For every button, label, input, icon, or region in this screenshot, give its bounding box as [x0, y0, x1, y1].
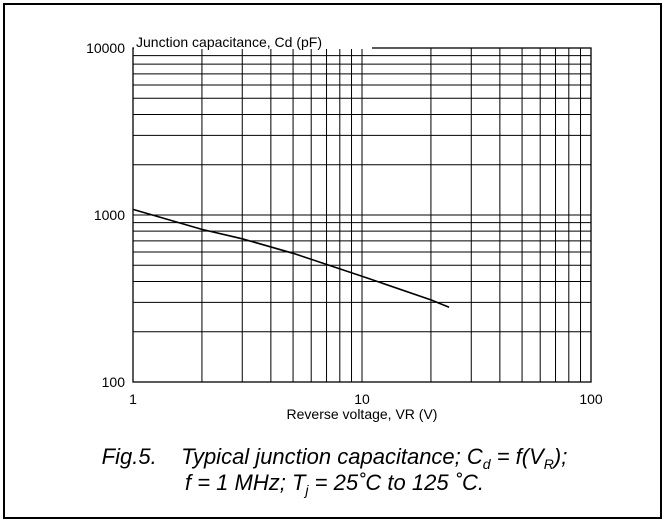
y-tick-label: 1000 [94, 207, 125, 223]
tick-labels: 1 10 100 100 1000 10000 [86, 40, 603, 407]
caption-text-2b: = 25˚C to 125 ˚C. [308, 470, 485, 495]
caption-text-1b: = f(V [490, 444, 544, 469]
caption-subscript-r: R [543, 456, 554, 472]
y-tick-label: 100 [102, 374, 126, 390]
series-line [132, 208, 450, 309]
figure-frame [3, 3, 662, 519]
caption-subscript-d: d [482, 456, 491, 472]
axis-labels: Junction capacitance, Cd (pF) Reverse vo… [134, 34, 437, 422]
caption-text-1c: ); [553, 444, 568, 469]
y-axis-label-background [134, 34, 372, 49]
caption-text-1a: Typical junction capacitance; C [181, 444, 483, 469]
grid [133, 48, 591, 382]
caption-line-1: Fig.5. Typical junction capacitance; Cd … [0, 444, 669, 472]
x-tick-label: 10 [354, 391, 370, 407]
caption-line-2: f = 1 MHz; Tj = 25˚C to 125 ˚C. [0, 470, 669, 498]
series-group [132, 208, 450, 309]
x-tick-label: 100 [579, 391, 603, 407]
x-tick-label: 1 [129, 391, 137, 407]
caption-text-2a: f = 1 MHz; T [184, 470, 306, 495]
x-axis-label: Reverse voltage, VR (V) [287, 406, 438, 422]
y-tick-label: 10000 [86, 40, 125, 56]
y-axis-label: Junction capacitance, Cd (pF) [136, 34, 322, 50]
caption-fig-number: Fig.5. [101, 444, 157, 469]
caption-subscript-j: j [305, 482, 309, 498]
